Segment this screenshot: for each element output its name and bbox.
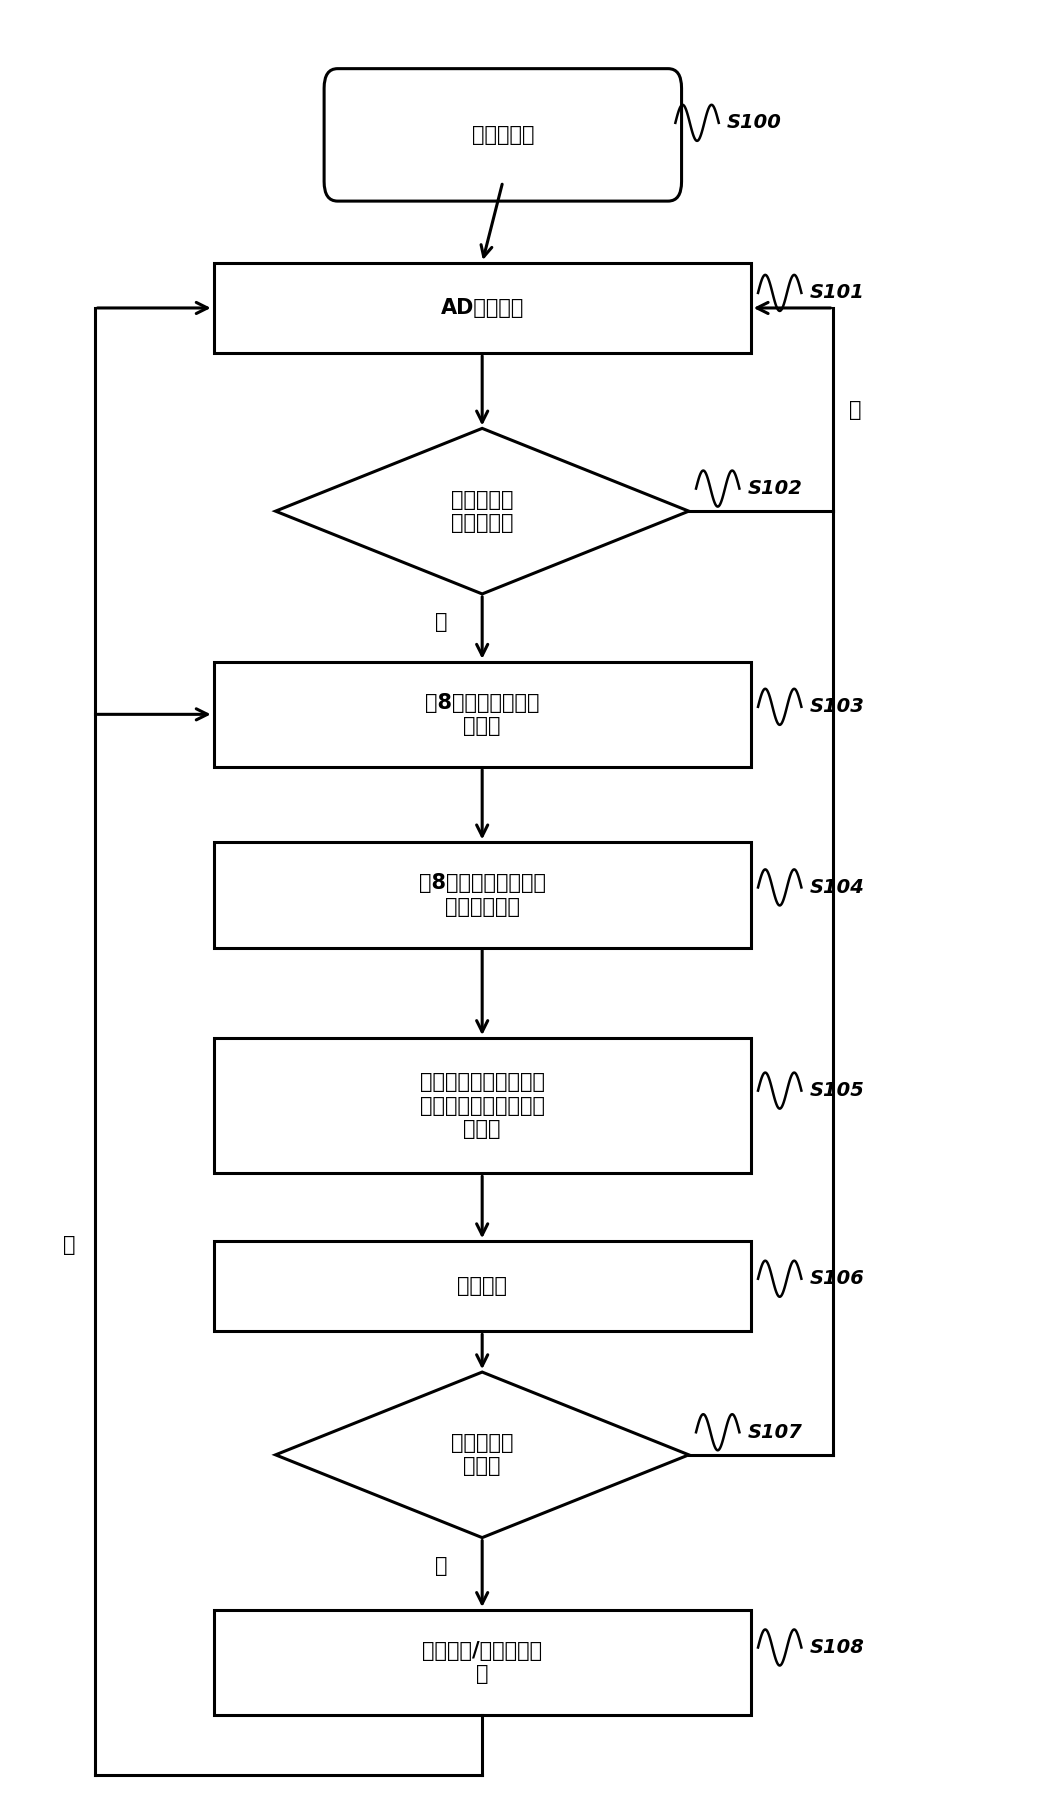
Text: 是: 是: [435, 612, 447, 632]
Text: 记8个相邻脉搯波间
期序列: 记8个相邻脉搯波间 期序列: [425, 693, 539, 735]
Text: 是否需要上
传数据: 是否需要上 传数据: [451, 1432, 513, 1476]
Text: S106: S106: [809, 1269, 865, 1289]
Text: 是: 是: [435, 1556, 447, 1576]
Text: 否: 否: [63, 1236, 75, 1254]
Text: AD信号采集: AD信号采集: [441, 298, 524, 318]
Text: S107: S107: [748, 1423, 803, 1441]
Text: S101: S101: [809, 284, 865, 302]
Bar: [214, 662, 751, 766]
Bar: [214, 1037, 751, 1174]
Text: 求心率値: 求心率値: [458, 1276, 507, 1296]
Bar: [214, 1241, 751, 1332]
Text: S108: S108: [809, 1638, 865, 1656]
Text: S103: S103: [809, 697, 865, 717]
Text: S100: S100: [727, 113, 782, 133]
Text: 发送请求/报告给上位
机: 发送请求/报告给上位 机: [422, 1642, 542, 1684]
Text: 劂8个相邻脉搯波间期
序列的互相关: 劂8个相邻脉搯波间期 序列的互相关: [419, 874, 545, 917]
Text: S102: S102: [748, 479, 803, 499]
Text: S104: S104: [809, 877, 865, 897]
Text: S105: S105: [809, 1081, 865, 1099]
FancyBboxPatch shape: [325, 69, 682, 200]
Bar: [214, 843, 751, 948]
Polygon shape: [275, 1372, 689, 1538]
Text: 检测是否具
有人体特征: 检测是否具 有人体特征: [451, 490, 513, 533]
Polygon shape: [275, 428, 689, 593]
Text: 否: 否: [849, 400, 862, 420]
Text: 统计高度相关的相邻脉
搯波间期序列的周期并
求均値: 统计高度相关的相邻脉 搯波间期序列的周期并 求均値: [420, 1072, 544, 1139]
Bar: [214, 262, 751, 353]
Text: 软件初始化: 软件初始化: [471, 126, 534, 146]
Bar: [214, 1611, 751, 1714]
